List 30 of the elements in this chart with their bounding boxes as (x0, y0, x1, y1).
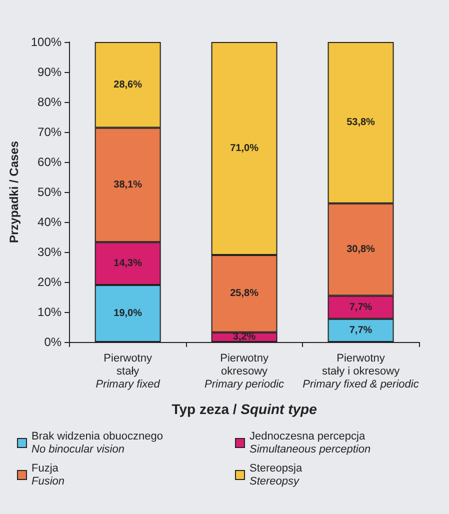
y-tick-label: 50% (38, 185, 62, 199)
y-tick-label: 20% (38, 275, 62, 289)
data-label: 14,3% (114, 258, 142, 270)
x-axis-title: Typ zeza / Squint type (172, 401, 318, 417)
legend-label: Brak widzenia obuocznego No binocular vision (32, 430, 163, 456)
data-label: 30,8% (346, 244, 376, 256)
data-label: 7,7% (349, 324, 372, 336)
y-tick-label: 10% (38, 305, 62, 319)
y-tick-label: 90% (38, 65, 62, 79)
data-label: 38,1% (114, 179, 142, 190)
x-tick-label: Pierwotny stały Primary fixed (96, 352, 161, 390)
data-label: 7,7% (349, 302, 372, 313)
x-tick-label: Pierwotny okresowy Primary periodic (204, 352, 285, 390)
legend-label: Stereopsja Stereopsy (250, 462, 303, 488)
data-label: 25,8% (230, 288, 259, 300)
y-tick-label: 80% (38, 95, 62, 109)
data-label: 71,0% (230, 143, 259, 154)
data-label: 19,0% (114, 308, 142, 319)
y-tick-label: 30% (38, 245, 62, 259)
data-label: 28,6% (114, 79, 142, 90)
y-tick-label: 60% (38, 155, 62, 169)
y-axis-title: Przypadki / Cases (7, 140, 21, 244)
y-tick-label: 0% (44, 335, 62, 349)
data-label: 53,8% (346, 117, 376, 128)
y-tick-label: 100% (30, 35, 62, 49)
y-tick-label: 70% (38, 125, 62, 139)
legend-label: Fuzja Fusion (32, 462, 65, 488)
x-tick-label: Pierwotny stały i okresowy Primary fixed & periodic (302, 352, 420, 390)
y-tick-label: 40% (38, 215, 62, 229)
legend-label: Jednoczesna percepcja Simultaneous perception (250, 430, 371, 456)
